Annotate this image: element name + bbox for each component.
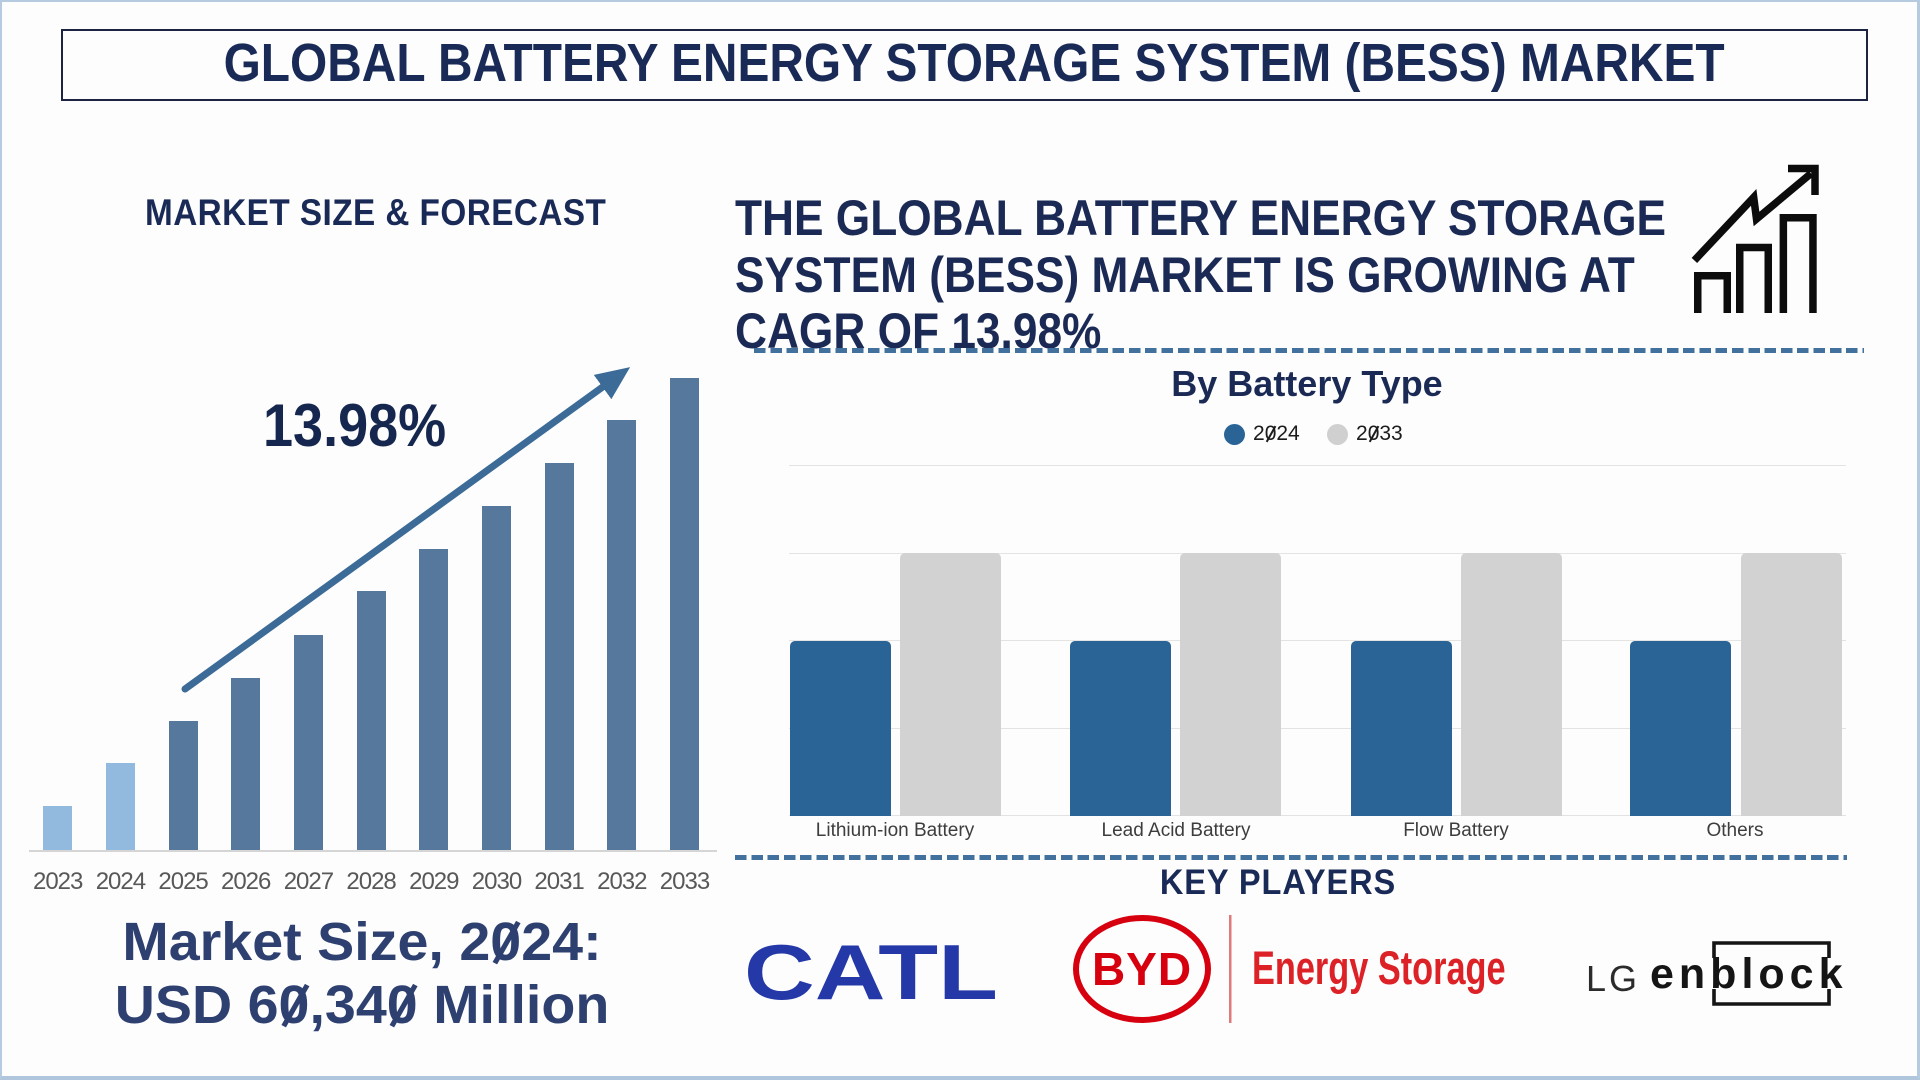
svg-text:BYD: BYD [1092, 943, 1192, 995]
